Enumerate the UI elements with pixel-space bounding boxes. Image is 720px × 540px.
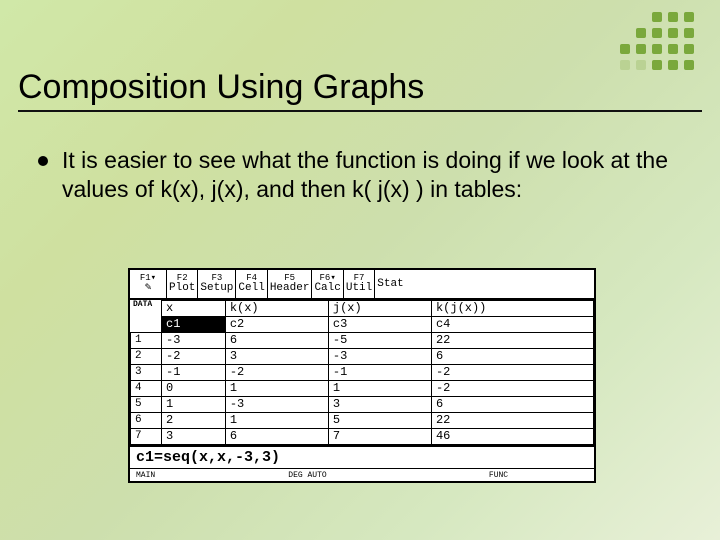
calc-menu-item: F4Cell [236,270,267,298]
calc-menu-item: F7Util [344,270,375,298]
calc-cell: 1 [225,413,328,429]
calc-row-index: 7 [131,429,162,445]
calc-row-index: 3 [131,365,162,381]
calc-col-name: c4 [431,317,593,333]
calc-data-tag: DATA [133,300,152,309]
calc-col-header: x [162,301,226,317]
calc-cell: -2 [431,365,593,381]
status-left: MAIN [130,471,212,480]
status-right: FUNC [403,471,594,480]
calc-menu-bar: F1▾✎F2PlotF3SetupF4CellF5HeaderF6▾CalcF7… [130,270,594,300]
calc-cell: -2 [431,381,593,397]
calc-cell: 7 [328,429,431,445]
calc-col-name: c3 [328,317,431,333]
calc-cell: 6 [431,349,593,365]
calc-cell: 3 [225,349,328,365]
calc-cell: 5 [328,413,431,429]
bullet-item: It is easier to see what the function is… [38,146,696,205]
calc-menu-item: Stat [375,270,405,298]
title-underline [18,110,702,112]
calc-menu-f1: F1▾✎ [130,270,167,298]
calc-cell: 6 [225,429,328,445]
calc-entry-line: c1=seq(x,x,-3,3) [130,445,594,468]
calc-cell: 0 [162,381,226,397]
calc-col-name: c2 [225,317,328,333]
calc-col-name: c1 [162,317,226,333]
calc-status-bar: MAIN DEG AUTO FUNC [130,468,594,481]
bullet-text: It is easier to see what the function is… [62,146,696,205]
calc-menu-item: F2Plot [167,270,198,298]
calc-cell: 22 [431,333,593,349]
calc-cell: 1 [328,381,431,397]
calc-cell: 22 [431,413,593,429]
calc-cell: -3 [162,333,226,349]
calc-col-header: k(j(x)) [431,301,593,317]
calc-row-index: 1 [131,333,162,349]
calc-table: xk(x)j(x)k(j(x))c1c2c3c41-36-5222-23-363… [130,300,594,445]
calc-row-index: 6 [131,413,162,429]
calc-menu-item: F6▾Calc [312,270,343,298]
calc-cell: -2 [162,349,226,365]
calc-cell: 3 [328,397,431,413]
bullet-dot-icon [38,156,48,166]
calc-cell: 6 [431,397,593,413]
calc-cell: 1 [225,381,328,397]
calc-cell: -2 [225,365,328,381]
calc-row-index: 5 [131,397,162,413]
calc-menu-item: F3Setup [198,270,236,298]
slide-title: Composition Using Graphs [18,68,424,107]
calc-cell: 1 [162,397,226,413]
status-center: DEG AUTO [212,471,403,480]
calc-row-index: 4 [131,381,162,397]
calc-cell: -5 [328,333,431,349]
calc-cell: -3 [225,397,328,413]
calc-cell: 3 [162,429,226,445]
calc-col-header: k(x) [225,301,328,317]
calc-cell: -1 [162,365,226,381]
calc-cell: 46 [431,429,593,445]
calc-cell: 2 [162,413,226,429]
calculator-screenshot: F1▾✎F2PlotF3SetupF4CellF5HeaderF6▾CalcF7… [128,268,596,483]
calc-cell: 6 [225,333,328,349]
calc-row-index: 2 [131,349,162,365]
calc-cell: -1 [328,365,431,381]
calc-cell: -3 [328,349,431,365]
calc-col-header: j(x) [328,301,431,317]
calc-menu-item: F5Header [268,270,313,298]
corner-decoration [620,12,698,74]
